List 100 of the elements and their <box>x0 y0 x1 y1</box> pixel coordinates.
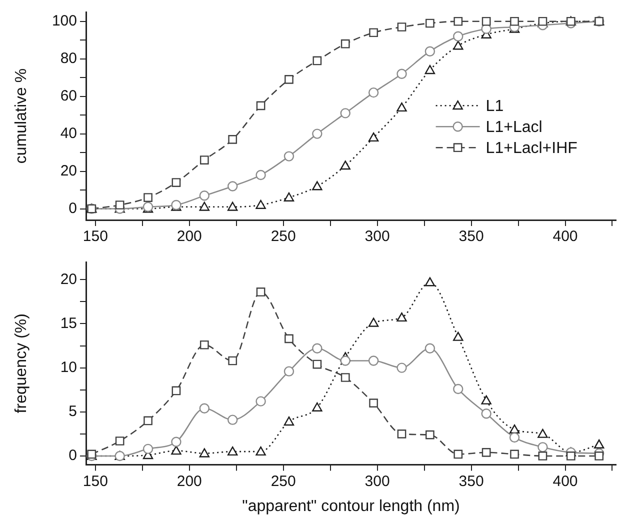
point <box>227 414 238 425</box>
x-tick-label: 300 <box>364 228 390 246</box>
point <box>397 22 406 32</box>
point <box>144 193 152 202</box>
point <box>284 366 294 376</box>
point <box>368 87 379 98</box>
point <box>200 340 209 350</box>
y-tick-label: 40 <box>60 124 77 142</box>
point <box>199 202 210 211</box>
y-tick-label: 80 <box>60 50 77 67</box>
x-tick-label: 400 <box>552 228 578 246</box>
y-tick-label: 10 <box>60 358 77 376</box>
point <box>256 200 266 209</box>
y-tick-label: 100 <box>52 12 77 30</box>
point <box>509 424 520 434</box>
x-tick-label: 250 <box>270 228 296 246</box>
point <box>426 18 434 28</box>
point <box>340 373 350 382</box>
legend-label: L1+Lacl+IHF <box>486 140 578 158</box>
point <box>256 396 266 406</box>
point <box>256 288 266 296</box>
point <box>256 101 266 110</box>
point <box>538 442 548 452</box>
point <box>482 448 491 457</box>
y-tick-label: 5 <box>68 403 77 420</box>
point <box>172 386 181 396</box>
point <box>312 360 322 369</box>
point <box>594 452 604 460</box>
point <box>368 132 379 142</box>
x-axis-title: "apparent" contour length (nm) <box>242 498 460 515</box>
point <box>340 39 350 48</box>
point <box>454 16 463 26</box>
point <box>340 160 350 170</box>
point <box>369 398 378 408</box>
point <box>227 202 238 211</box>
point <box>284 151 294 162</box>
point <box>200 156 209 164</box>
point <box>340 108 350 118</box>
x-tick-label: 200 <box>176 228 202 246</box>
point <box>424 64 436 74</box>
point <box>227 181 238 192</box>
point <box>396 68 407 79</box>
y-tick-label: 60 <box>60 87 77 104</box>
legend-label: L1 <box>486 98 504 116</box>
y-tick-label: 20 <box>60 270 77 288</box>
point <box>312 343 322 354</box>
point <box>424 277 436 286</box>
y-tick-label: 20 <box>60 162 77 180</box>
point <box>199 448 210 458</box>
point <box>199 403 210 414</box>
point <box>172 178 181 187</box>
point <box>256 170 266 180</box>
point <box>538 428 548 438</box>
point <box>453 40 464 50</box>
point <box>510 16 519 26</box>
point <box>256 446 266 456</box>
point <box>142 444 154 454</box>
point <box>284 192 294 202</box>
point <box>228 356 238 366</box>
y-axis-title: cumulative % <box>13 68 30 164</box>
point <box>424 343 436 354</box>
point <box>228 135 238 144</box>
x-tick-label: 350 <box>458 228 484 246</box>
point <box>566 452 576 460</box>
point <box>482 16 491 26</box>
point <box>510 450 519 459</box>
point <box>396 102 407 112</box>
point <box>199 190 210 201</box>
point <box>426 430 434 440</box>
point <box>594 439 604 448</box>
x-tick-label: 300 <box>364 472 390 490</box>
x-tick-label: 150 <box>82 472 108 490</box>
point <box>368 356 379 366</box>
point <box>538 452 548 460</box>
y-tick-label: 0 <box>68 200 77 217</box>
point <box>284 416 294 426</box>
x-tick-label: 350 <box>458 472 484 490</box>
point <box>171 446 182 455</box>
point <box>396 362 407 373</box>
point <box>368 318 379 327</box>
point <box>453 332 464 341</box>
point <box>312 128 322 139</box>
point <box>481 395 492 404</box>
point <box>396 312 407 322</box>
point <box>509 432 520 443</box>
point <box>453 384 464 394</box>
point <box>284 75 294 84</box>
point <box>454 450 463 459</box>
point <box>481 408 492 419</box>
point <box>453 31 464 42</box>
point <box>227 446 238 456</box>
point <box>144 416 152 426</box>
point <box>312 56 322 66</box>
x-tick-label: 250 <box>270 472 296 490</box>
point <box>171 436 182 447</box>
point <box>115 436 124 446</box>
point <box>369 28 378 38</box>
point <box>340 356 350 366</box>
y-tick-label: 15 <box>60 314 77 332</box>
x-tick-label: 150 <box>82 228 108 246</box>
